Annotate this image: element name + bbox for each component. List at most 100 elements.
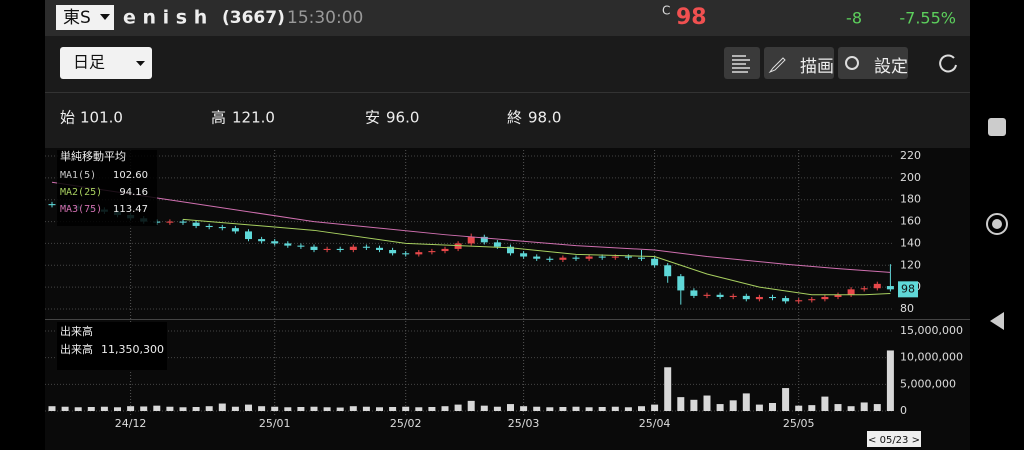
volume-tick-label: 5,000,000 — [900, 377, 956, 390]
ma-legend-box — [57, 150, 157, 226]
panel-divider — [45, 319, 970, 320]
period-select[interactable] — [60, 47, 152, 79]
candle-body — [585, 256, 593, 259]
last-price-tag-box — [898, 281, 918, 298]
refresh-icon[interactable] — [939, 54, 957, 73]
volume-bar — [507, 404, 514, 411]
candle-body — [742, 295, 750, 300]
candle-body — [507, 246, 514, 254]
candle-body — [638, 257, 645, 259]
volume-bar — [127, 406, 135, 411]
candle-body — [297, 245, 305, 247]
candle-body — [729, 295, 737, 297]
volume-bar — [716, 404, 724, 411]
y-tick-label: 200 — [900, 171, 921, 184]
volume-bar — [782, 388, 790, 411]
volume-bar — [847, 406, 855, 411]
volume-bar — [611, 406, 619, 411]
nav-back[interactable] — [990, 312, 1004, 330]
x-tick-label: 25/03 — [508, 417, 540, 430]
volume-bar — [140, 406, 148, 411]
volume-bar — [402, 406, 410, 411]
ma-name: MA3(75) — [60, 204, 102, 215]
volume-bar — [873, 404, 881, 411]
candle-body — [415, 252, 423, 255]
volume-bar — [231, 406, 239, 411]
volume-bar — [297, 407, 305, 411]
gear-icon — [845, 56, 859, 70]
volume-bar — [376, 407, 383, 411]
candle-body — [493, 242, 501, 247]
nav-home-dot — [992, 219, 1002, 229]
candle-body — [284, 243, 292, 246]
volume-bar — [729, 400, 737, 411]
volume-bar — [218, 403, 226, 411]
volume-bar — [258, 406, 266, 411]
ma-value: 113.47 — [113, 204, 148, 215]
volume-bar — [467, 400, 475, 411]
dropdown-icon — [136, 61, 145, 66]
candle-body — [336, 248, 344, 250]
candle-body — [349, 246, 357, 250]
volume-bar — [349, 406, 357, 411]
volume-bar — [48, 406, 56, 411]
candle-body — [389, 249, 397, 254]
volume-bar — [454, 404, 462, 411]
ohlc-label: 始 — [60, 109, 75, 127]
list-button[interactable] — [724, 47, 760, 79]
ohlc-label: 安 — [365, 109, 380, 127]
nav-home[interactable] — [986, 213, 1008, 235]
volume-bar — [441, 406, 449, 411]
settings-button[interactable] — [838, 47, 908, 79]
y-tick-label: 140 — [900, 236, 921, 249]
candle-body — [362, 246, 370, 248]
volume-bar — [860, 402, 868, 411]
nav-recent[interactable] — [988, 118, 1006, 136]
volume-bar — [572, 406, 580, 411]
candle-body — [218, 227, 226, 229]
candle-body — [520, 253, 528, 257]
volume-bar — [480, 405, 488, 411]
volume-bar — [834, 404, 842, 411]
candle-body — [166, 221, 174, 223]
volume-bar — [690, 399, 698, 411]
candle-body — [886, 286, 894, 290]
volume-value: 11,350,300 — [101, 343, 164, 356]
candle-body — [323, 248, 331, 250]
volume-tick-label: 0 — [900, 404, 907, 417]
candle-body — [598, 256, 606, 258]
y-tick-label: 120 — [900, 258, 921, 271]
candle-body — [310, 246, 318, 250]
volume-legend-title: 出来高 — [60, 324, 93, 338]
volume-bar — [598, 407, 606, 411]
volume-name: 出来高 — [60, 342, 93, 356]
draw-button[interactable] — [764, 47, 834, 79]
x-tick-label: 25/05 — [783, 417, 815, 430]
x-tick-label: 24/12 — [115, 417, 147, 430]
volume-bar — [336, 407, 344, 411]
candle-body — [192, 222, 200, 226]
volume-bar — [520, 406, 528, 411]
volume-bar — [677, 397, 685, 411]
candle-body — [428, 251, 436, 253]
pencil-icon — [768, 57, 786, 74]
volume-bar — [205, 406, 213, 411]
volume-bar — [821, 396, 829, 411]
divider — [45, 92, 970, 93]
volume-bar — [415, 407, 423, 411]
volume-bar — [559, 407, 567, 411]
candle-body — [834, 294, 842, 297]
candle-body — [808, 299, 816, 301]
candle-body — [546, 258, 554, 260]
volume-bar — [100, 406, 108, 411]
candle-body — [441, 248, 449, 252]
candle-body — [873, 283, 881, 289]
settings-label: 設定 — [874, 57, 908, 77]
date-tag-box — [867, 431, 921, 447]
volume-tick-label: 10,000,000 — [900, 351, 963, 364]
ohlc-value: 96.0 — [386, 109, 419, 127]
ma-value: 94.16 — [119, 187, 148, 198]
dropdown-icon — [100, 14, 110, 20]
candle-body — [258, 239, 266, 242]
volume-bar — [886, 350, 894, 411]
